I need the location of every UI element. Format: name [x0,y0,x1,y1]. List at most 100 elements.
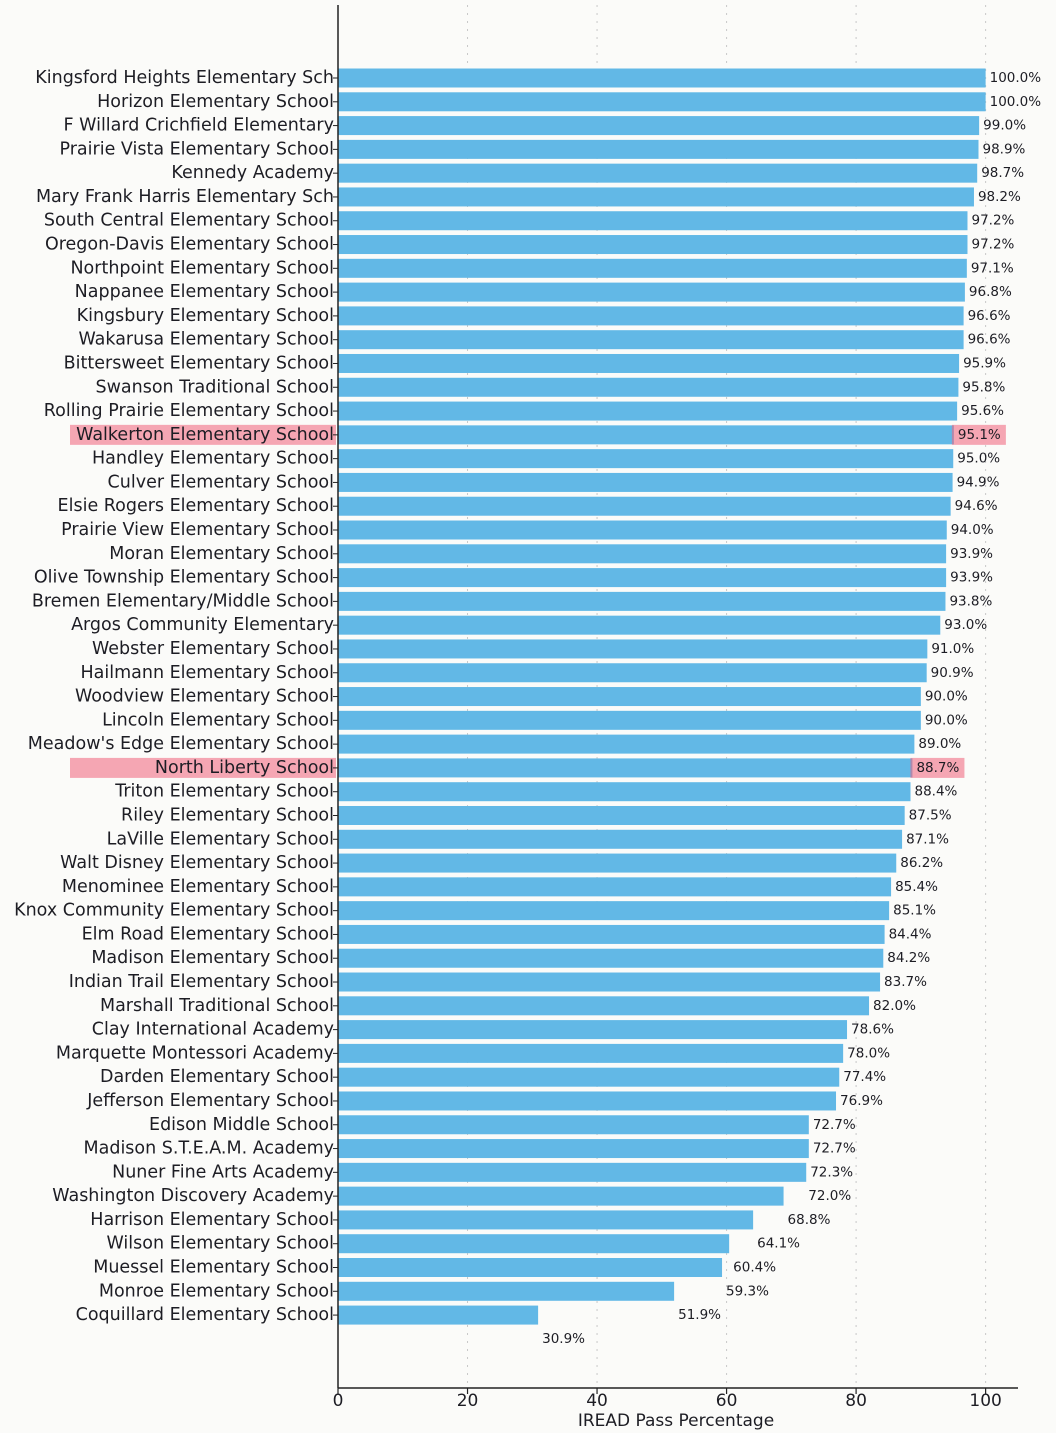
bar [338,258,967,278]
bar [338,496,951,516]
y-tick-label: Marshall Traditional School [100,996,334,1016]
bar [338,1043,844,1063]
value-label: 86.2% [900,855,943,871]
y-tick-label: Handley Elementary School [92,449,334,469]
bar [338,1067,840,1087]
y-tick-label: Meadow's Edge Elementary School [28,734,334,754]
value-label: 64.1% [757,1236,800,1252]
y-tick-label: Argos Community Elementary [71,615,334,635]
value-label: 95.6% [961,403,1004,419]
value-label: 76.9% [840,1093,883,1109]
y-tick-label: Monroe Elementary School [99,1281,334,1301]
bar [338,330,964,350]
bar [338,829,903,849]
highlight [951,424,1006,445]
bar [338,377,959,397]
y-tick-label: Culver Elementary School [108,472,334,492]
y-tick-label: Northpoint Elementary School [70,258,334,278]
value-label: 60.4% [733,1260,776,1276]
value-label: 78.0% [847,1045,890,1061]
bar [338,782,911,802]
bar [338,996,870,1016]
value-label: 96.6% [968,332,1011,348]
y-tick-label: Nuner Fine Arts Academy [112,1162,334,1182]
value-label: 100.0% [990,70,1042,86]
bar [338,1305,539,1325]
value-label: 93.9% [950,570,993,586]
bar [338,116,980,136]
bar [338,68,986,88]
bar [338,139,979,159]
value-label: 94.6% [955,498,998,514]
bar [338,639,928,659]
value-label: 85.1% [893,903,936,919]
value-label: 96.8% [969,284,1012,300]
value-label: 98.2% [978,189,1021,205]
y-tick-label: Kingsbury Elementary School [77,306,334,326]
y-tick-label: Madison S.T.E.A.M. Academy [84,1139,334,1159]
value-label: 100.0% [990,94,1042,110]
y-tick-label: Clay International Academy [92,1020,334,1040]
y-tick-label: Horizon Elementary School [97,92,334,112]
y-tick-label: Bremen Elementary/Middle School [32,591,334,611]
value-label: 87.1% [906,831,949,847]
y-tick-label: Washington Discovery Academy [52,1186,334,1206]
bar [338,235,968,255]
bar [338,734,915,754]
value-label: 68.8% [788,1212,831,1228]
value-label: 90.9% [931,665,974,681]
value-label: 51.9% [678,1307,721,1323]
value-label: 97.2% [971,237,1014,253]
y-tick-label: Woodview Elementary School [75,687,334,707]
bar [338,901,890,921]
bar [338,1186,784,1206]
value-label: 90.0% [925,689,968,705]
bar [338,568,947,588]
x-tick-label: 20 [457,1391,479,1411]
x-axis-label: IREAD Pass Percentage [578,1411,774,1431]
y-tick-label: Hailmann Elementary School [80,663,334,683]
y-tick-label: Wakarusa Elementary School [78,330,334,350]
value-label: 90.0% [925,712,968,728]
value-label: 93.8% [949,593,992,609]
bar [338,1281,675,1301]
value-label: 97.2% [971,213,1014,229]
value-label: 97.1% [971,260,1014,276]
bar [338,1162,807,1182]
value-label: 89.0% [918,736,961,752]
y-tick-label: Menominee Elementary School [62,877,334,897]
bar [338,401,958,421]
y-tick-label: Triton Elementary School [114,782,334,802]
y-tick-label: LaVille Elementary School [107,829,334,849]
bar [338,1258,723,1277]
bar [338,544,947,564]
value-label: 94.9% [957,474,1000,490]
bar [338,282,965,302]
value-label: 72.3% [810,1164,853,1180]
y-tick-label: Darden Elementary School [100,1067,334,1087]
y-tick-label: Prairie View Elementary School [61,520,334,540]
y-tick-label: Coquillard Elementary School [76,1305,334,1325]
bar [338,425,954,445]
y-tick-label: Kingsford Heights Elementary Sch [35,68,334,88]
bar [338,615,941,635]
y-tick-label: Indian Trail Elementary School [69,972,334,992]
y-tick-label: Knox Community Elementary School [14,901,334,921]
bar [338,710,921,730]
bar [338,853,897,873]
value-label: 72.0% [808,1188,851,1204]
bar [338,211,968,231]
y-tick-label: Prairie Vista Elementary School [59,139,334,159]
y-tick-label: Bittersweet Elementary School [64,353,334,373]
y-tick-label: Mary Frank Harris Elementary Sch [36,187,334,207]
y-tick-label: Riley Elementary School [121,805,334,825]
highlight [910,757,965,778]
y-tick-label: F Willard Crichfield Elementary [64,116,334,136]
bar [338,591,946,611]
value-label: 88.7% [916,760,959,776]
bar [338,1210,754,1230]
value-label: 88.4% [914,784,957,800]
y-tick-label: Elsie Rogers Elementary School [58,496,334,516]
y-tick-label: Muessel Elementary School [93,1258,334,1278]
